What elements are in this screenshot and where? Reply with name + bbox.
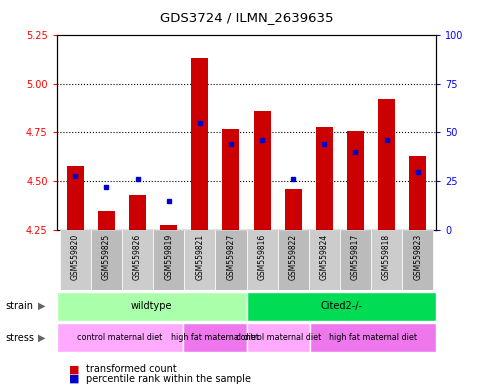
Text: GSM559821: GSM559821 [195,233,204,280]
Text: GSM559822: GSM559822 [289,233,298,280]
Text: high fat maternal diet: high fat maternal diet [329,333,417,342]
Bar [310,323,436,352]
Text: high fat maternal diet: high fat maternal diet [171,333,259,342]
Bar [184,230,215,290]
Bar [378,99,395,230]
Text: GSM559818: GSM559818 [382,233,391,280]
Text: control maternal diet: control maternal diet [236,333,321,342]
Text: GSM559819: GSM559819 [164,233,173,280]
Text: GSM559817: GSM559817 [351,233,360,280]
Bar [183,323,246,352]
Text: wildtype: wildtype [131,301,173,311]
Bar [371,230,402,290]
Bar [316,127,333,230]
Bar [60,230,91,290]
Text: transformed count: transformed count [86,364,177,374]
Text: GSM559823: GSM559823 [413,233,422,280]
Text: stress: stress [5,333,34,343]
Bar [98,211,115,230]
Text: ▶: ▶ [38,301,46,311]
Text: strain: strain [5,301,33,311]
Bar [57,292,246,321]
Bar [246,230,278,290]
Bar [246,292,436,321]
Text: Cited2-/-: Cited2-/- [320,301,362,311]
Bar [67,166,84,230]
Text: GSM559824: GSM559824 [320,233,329,280]
Bar [153,230,184,290]
Bar [409,156,426,230]
Text: GDS3724 / ILMN_2639635: GDS3724 / ILMN_2639635 [160,12,333,25]
Bar [347,131,364,230]
Text: ■: ■ [69,374,79,384]
Text: GSM559827: GSM559827 [226,233,236,280]
Text: control maternal diet: control maternal diet [77,333,163,342]
Bar [191,58,209,230]
Text: GSM559820: GSM559820 [71,233,80,280]
Bar [253,111,271,230]
Text: GSM559826: GSM559826 [133,233,142,280]
Bar [284,189,302,230]
Bar [278,230,309,290]
Text: GSM559825: GSM559825 [102,233,111,280]
Bar [309,230,340,290]
Bar [215,230,246,290]
Bar [160,225,177,230]
Text: GSM559816: GSM559816 [257,233,267,280]
Bar [57,323,183,352]
Bar [91,230,122,290]
Text: ▶: ▶ [38,333,46,343]
Bar [222,129,240,230]
Bar [246,323,310,352]
Text: ■: ■ [69,364,79,374]
Text: percentile rank within the sample: percentile rank within the sample [86,374,251,384]
Bar [122,230,153,290]
Bar [129,195,146,230]
Bar [402,230,433,290]
Bar [340,230,371,290]
